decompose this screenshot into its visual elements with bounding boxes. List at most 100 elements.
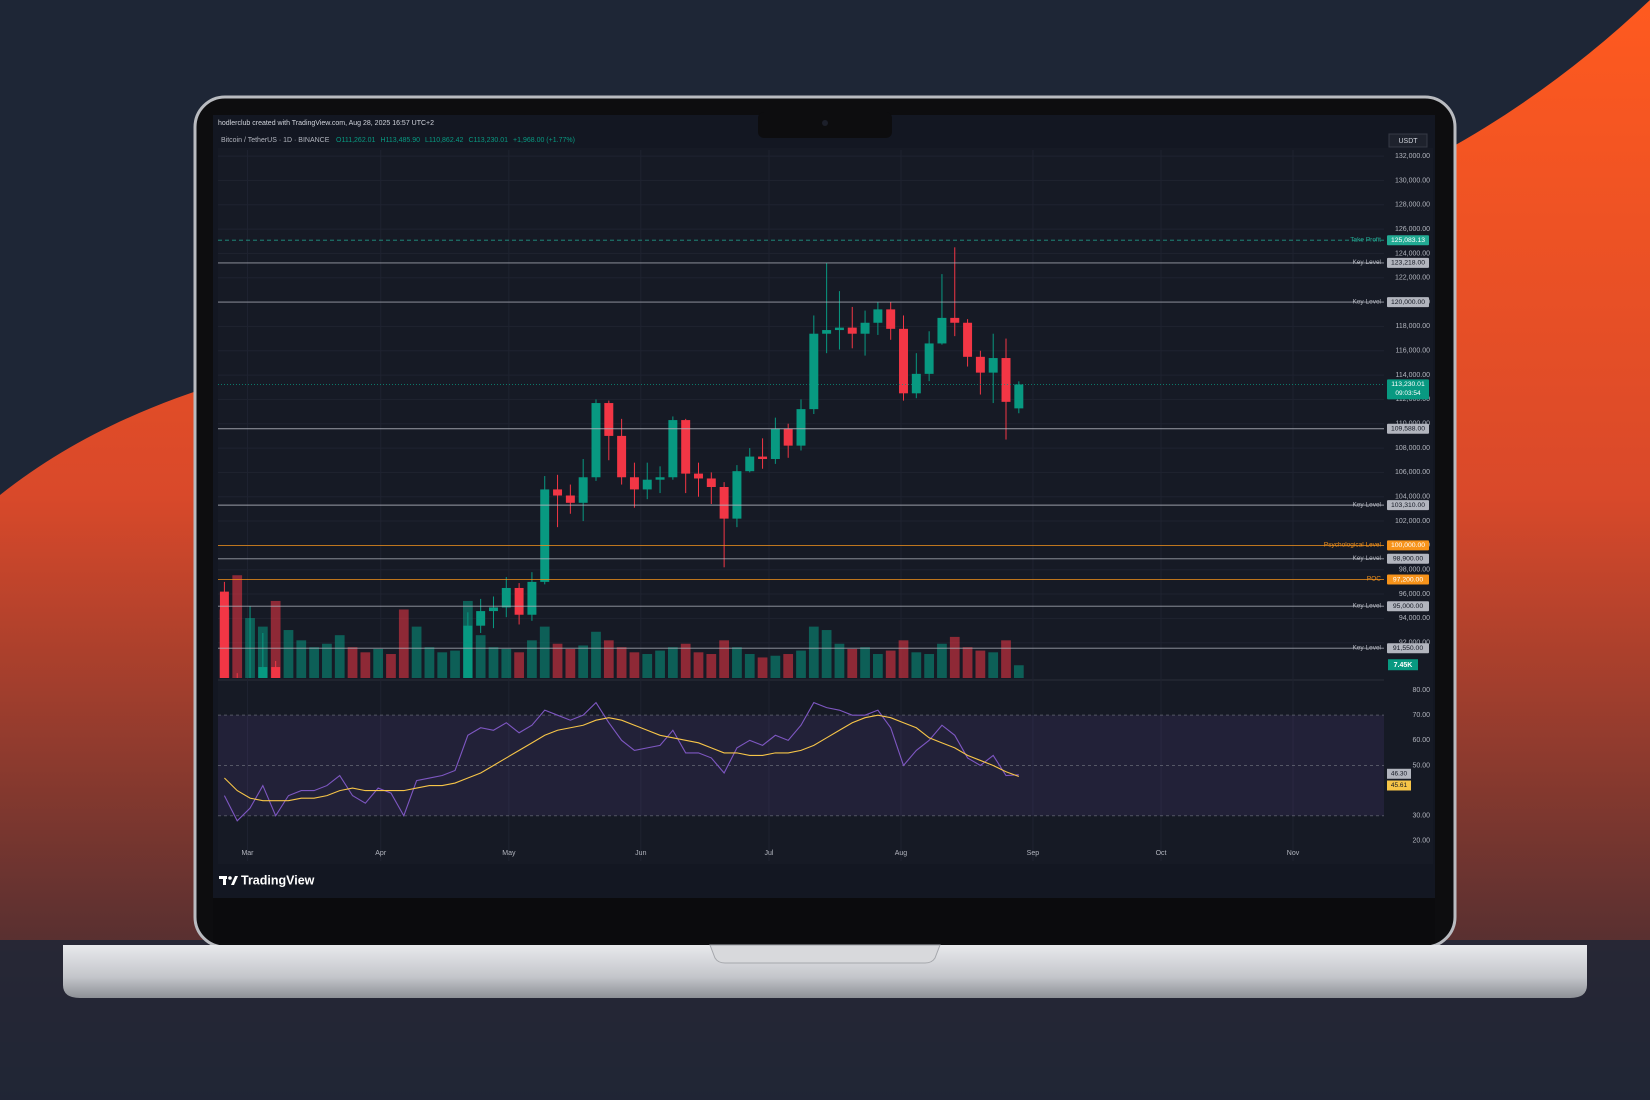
price-badge <box>1387 553 1429 564</box>
volume-bar <box>860 647 870 678</box>
price-badge-label: 95,000.00 <box>1393 603 1423 610</box>
price-badge-label: 113,230.01 <box>1391 381 1425 388</box>
y-tick-label: 122,000.00 <box>1395 275 1430 282</box>
candle-body <box>873 309 883 323</box>
candle-body <box>1014 384 1024 409</box>
countdown: 09:03:54 <box>1395 390 1421 397</box>
rsi-ma-last-label: 45.61 <box>1391 782 1408 789</box>
volume-bar <box>616 647 627 678</box>
x-tick-label: Oct <box>1156 850 1167 857</box>
candle-body <box>706 478 716 487</box>
candle-body <box>783 428 793 446</box>
rsi-tick-label: 60.00 <box>1412 737 1430 744</box>
candle-body <box>770 428 780 460</box>
price-badge <box>1387 235 1429 246</box>
volume-bar <box>808 626 819 678</box>
volume-bar <box>962 647 973 678</box>
price-badge-label: 109,588.00 <box>1391 426 1425 433</box>
price-badge <box>1387 297 1429 308</box>
candle-body <box>796 409 806 446</box>
y-tick-label: 128,000.00 <box>1395 202 1430 209</box>
volume-bar <box>488 647 499 678</box>
volume-bar <box>322 643 332 678</box>
y-tick-label: 94,000.00 <box>1399 615 1430 622</box>
candle-body <box>681 420 691 474</box>
candle-body <box>809 333 819 410</box>
volume-bar <box>706 654 717 678</box>
volume-bar <box>527 640 537 678</box>
volume-bar <box>552 643 563 678</box>
candle-body <box>694 473 703 479</box>
price-badge-label: 98,900.00 <box>1393 556 1423 563</box>
candle-body <box>847 327 857 334</box>
volume-bar <box>796 650 806 678</box>
candle-body <box>975 356 985 373</box>
y-tick-label: 106,000.00 <box>1395 469 1430 476</box>
volume-bar <box>949 636 960 678</box>
rsi-ma-badge <box>1387 780 1411 791</box>
x-tick-label: Jun <box>635 850 646 857</box>
volume-bar <box>924 654 935 678</box>
x-tick-label: May <box>502 850 516 857</box>
level-name: Psychological Level <box>1324 542 1382 549</box>
volume-bar <box>565 648 576 678</box>
y-tick-label: 108,000.00 <box>1395 445 1430 452</box>
volume-bar <box>424 647 435 678</box>
price-badge <box>1387 540 1429 551</box>
rsi-tick-label: 70.00 <box>1412 712 1430 719</box>
volume-bar <box>501 648 512 678</box>
level-name: Key Level <box>1352 555 1381 562</box>
y-tick-label: 126,000.00 <box>1395 226 1430 233</box>
logo-slash <box>231 876 238 885</box>
y-tick-label: 132,000.00 <box>1395 153 1430 160</box>
volume-bar <box>603 640 614 678</box>
price-badge <box>1387 423 1429 434</box>
x-tick-label: Jul <box>764 850 773 857</box>
level-name: Key Level <box>1352 602 1381 609</box>
price-badge-label: 91,550.00 <box>1393 645 1423 652</box>
level-name: POC <box>1367 576 1381 583</box>
volume-bar <box>398 609 409 678</box>
rsi-line <box>223 701 1019 822</box>
candle-body <box>578 477 588 503</box>
volume-bar <box>539 626 550 678</box>
candle-body <box>1001 358 1011 402</box>
candle-body <box>732 471 742 519</box>
volume-bar <box>232 575 243 678</box>
y-tick-label: 102,000.00 <box>1395 518 1430 525</box>
price-badge-label: 100,000.00 <box>1391 542 1425 549</box>
volume-bar <box>462 600 473 678</box>
volume-bar <box>937 643 947 678</box>
y-tick-label: 118,000.00 <box>1395 323 1430 330</box>
volume-bar <box>347 647 358 678</box>
ohlc-value: +1,968.00 (+1.77%) <box>513 137 575 144</box>
candle-body <box>719 486 729 519</box>
volume-bar <box>719 640 729 678</box>
volume-bar <box>847 648 858 678</box>
volume-bar <box>450 650 460 678</box>
candle-body <box>924 343 934 374</box>
currency: USDT <box>1398 138 1418 145</box>
candle-body <box>617 435 627 478</box>
y-tick-label: 124,000.00 <box>1395 250 1430 257</box>
price-badge <box>1387 574 1429 585</box>
price-badge-label: 123,218.00 <box>1391 260 1425 267</box>
volume-bar <box>885 650 896 678</box>
volume-bar <box>386 654 396 678</box>
volume-bar <box>591 631 601 678</box>
volume-bar <box>693 652 704 678</box>
price-badge-label: 120,000.00 <box>1391 299 1425 306</box>
volume-bar <box>911 652 922 678</box>
volume-bar <box>219 609 230 678</box>
candle-body <box>899 328 908 394</box>
level-name: Take Profit <box>1350 236 1381 243</box>
candle-body <box>911 373 921 394</box>
volume-bar <box>821 630 832 678</box>
candle-body <box>745 456 755 472</box>
volume-bar <box>514 652 524 678</box>
volume-bar <box>437 652 448 678</box>
volume-bar <box>988 652 999 678</box>
rsi-tick-label: 50.00 <box>1412 762 1430 769</box>
level-name: Key Level <box>1352 298 1381 305</box>
